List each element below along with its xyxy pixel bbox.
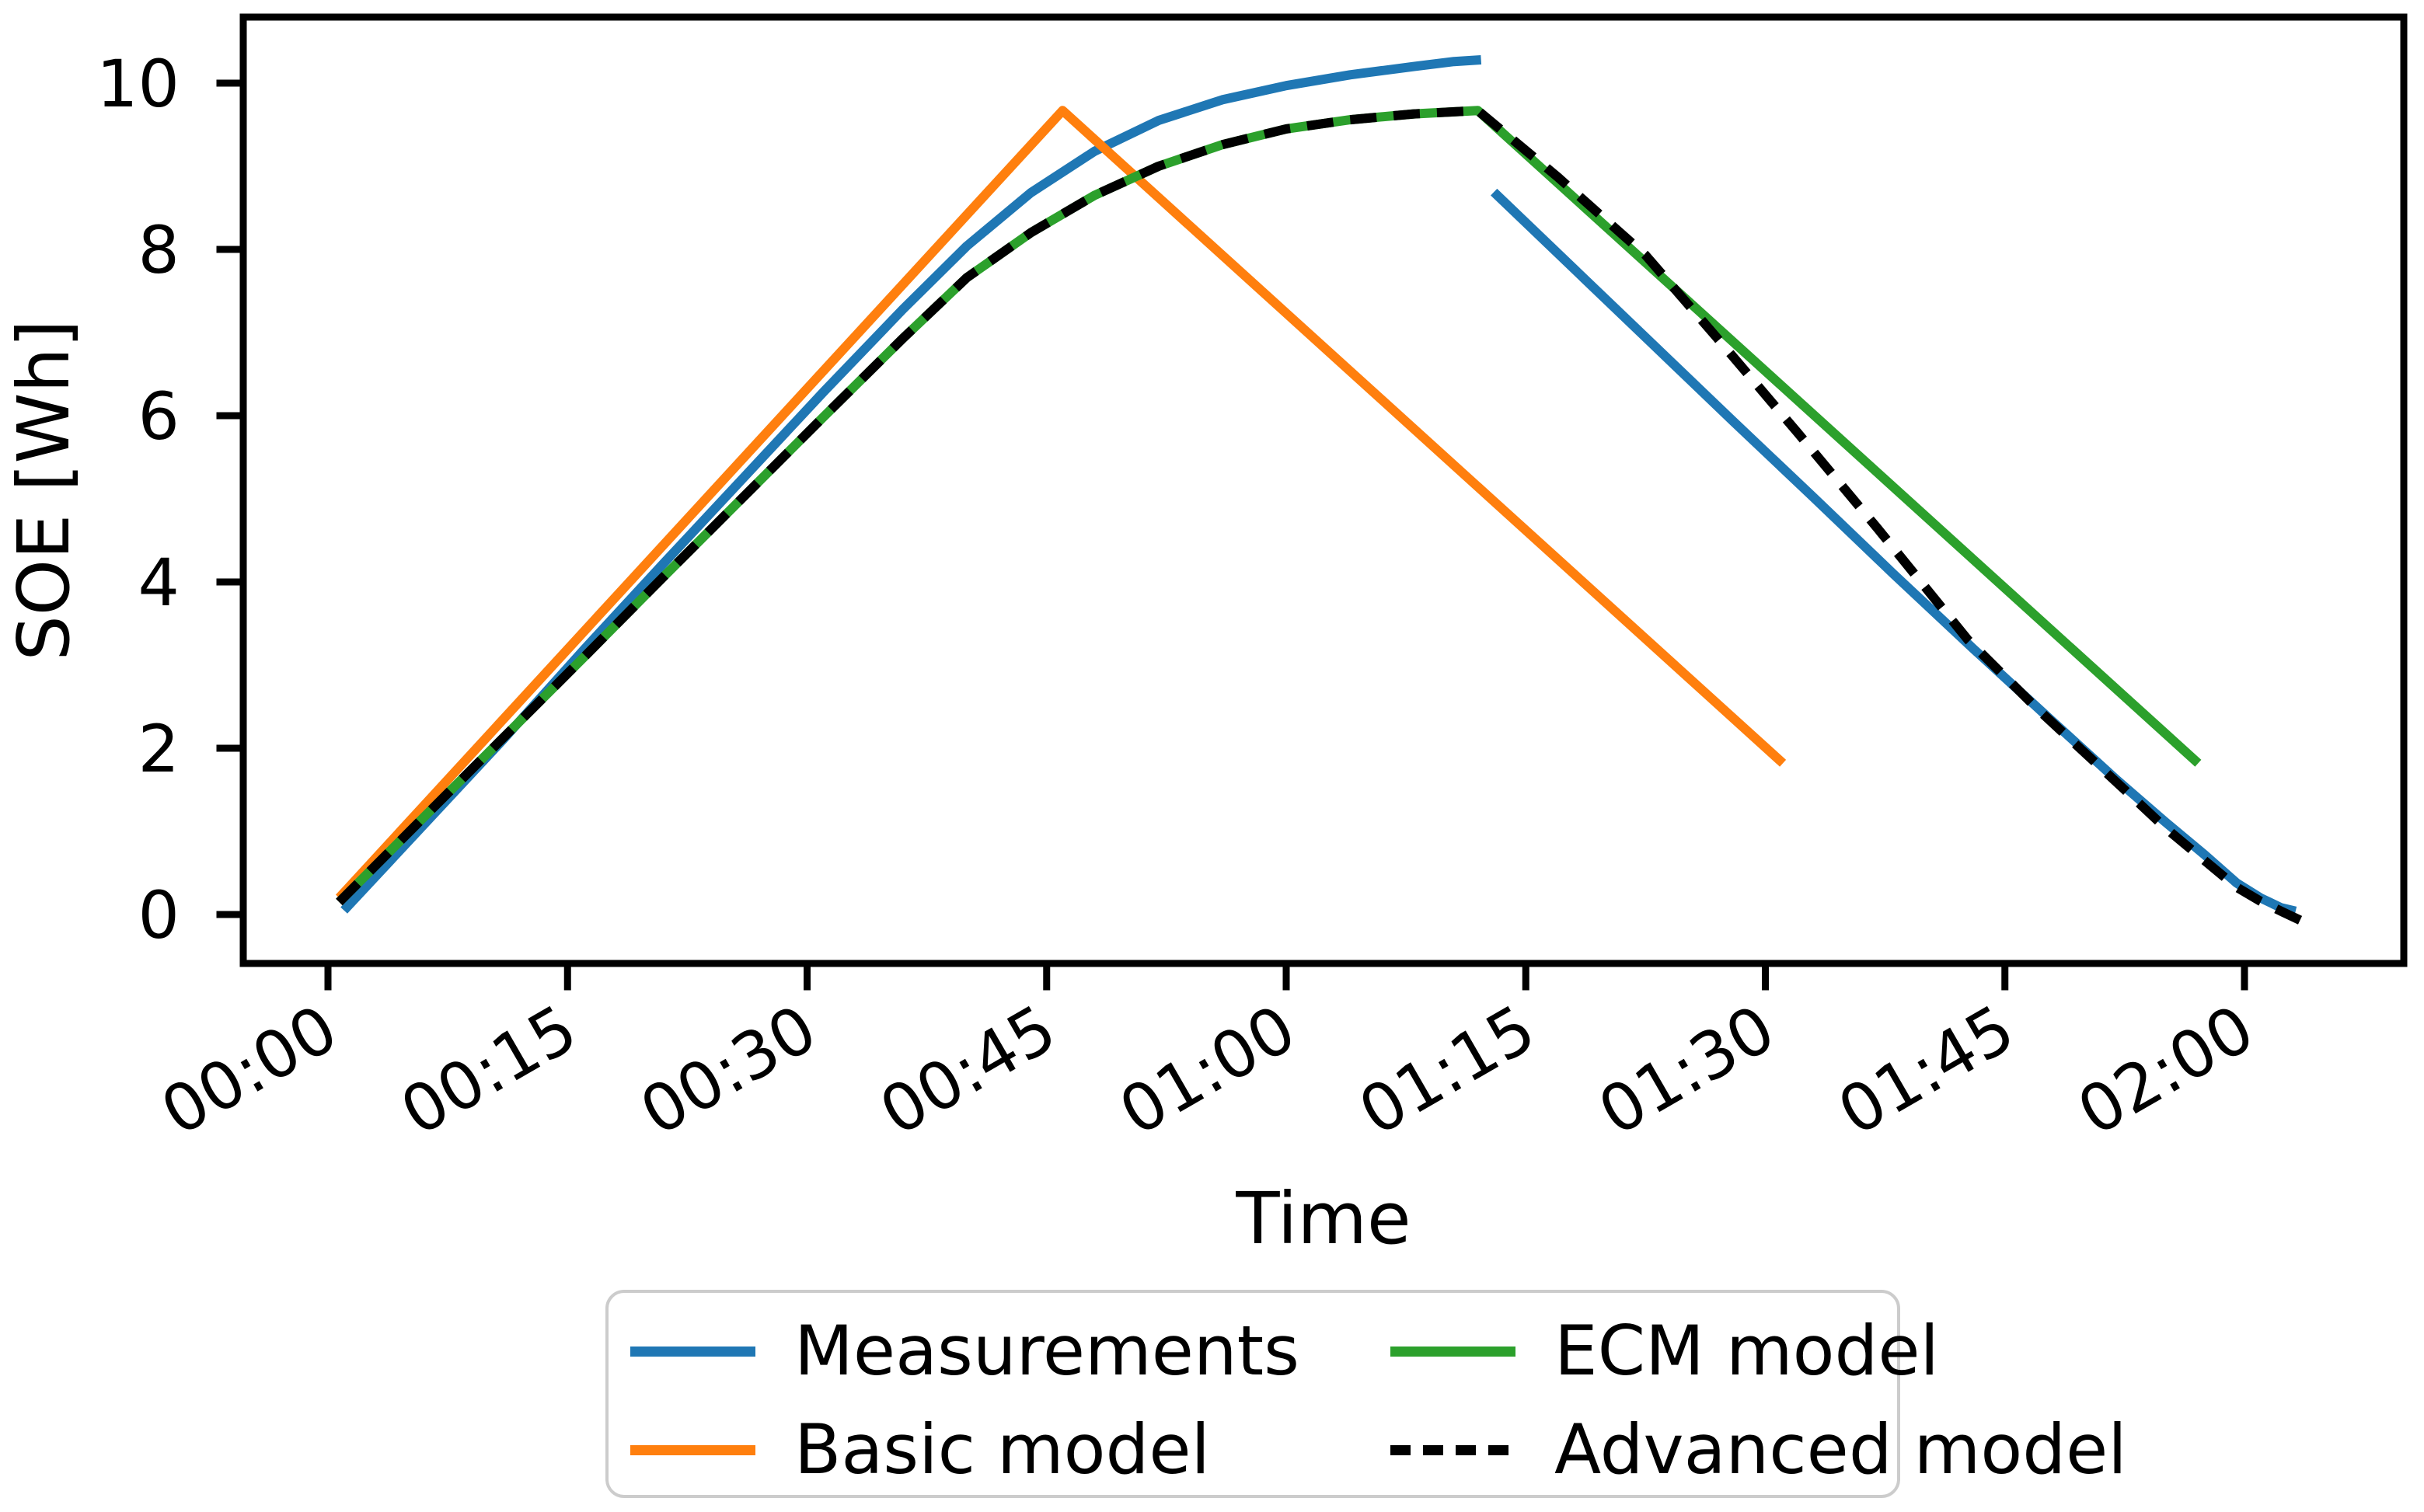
legend-label-basic-model: Basic model xyxy=(794,1409,1210,1489)
y-tick-label: 4 xyxy=(138,545,180,621)
legend: Measurements Basic model ECM model Advan… xyxy=(605,1290,2127,1498)
series-ecm-model-line xyxy=(336,106,2202,906)
legend-label-advanced-model: Advanced model xyxy=(1554,1409,2127,1489)
legend-line-sample-basic-model xyxy=(630,1444,755,1455)
legend-entry-measurements: Measurements xyxy=(630,1316,1299,1386)
legend-line-sample-ecm-model xyxy=(1390,1346,1515,1357)
x-tick-label: 02:00 xyxy=(2065,990,2266,1150)
x-tick-label: 01:30 xyxy=(1586,990,1787,1150)
legend-entry-advanced-model: Advanced model xyxy=(1390,1415,2127,1485)
x-tick-label: 00:15 xyxy=(389,990,590,1150)
x-tick-label: 00:30 xyxy=(628,990,829,1150)
y-tick-label: 0 xyxy=(138,877,180,953)
y-axis-label: SOE [Wh] xyxy=(2,319,85,660)
y-tick-label: 6 xyxy=(138,378,180,455)
legend-line-sample-advanced-model xyxy=(1390,1444,1515,1455)
series-group xyxy=(335,55,2303,925)
series-basic-model-line xyxy=(335,106,1787,901)
y-tick-label: 2 xyxy=(138,711,180,787)
legend-label-ecm-model: ECM model xyxy=(1554,1311,1939,1391)
x-tick-label: 01:15 xyxy=(1347,990,1548,1150)
x-tick-label: 01:45 xyxy=(1826,990,2027,1150)
x-tick-label: 00:45 xyxy=(867,990,1069,1150)
legend-entry-ecm-model: ECM model xyxy=(1390,1316,1939,1386)
plot-spines xyxy=(239,13,2408,967)
series-measurements-line xyxy=(340,55,1482,914)
legend-entry-basic-model: Basic model xyxy=(630,1415,1210,1485)
x-axis-label: Time xyxy=(1235,1177,1411,1260)
y-tick-label: 8 xyxy=(138,212,180,288)
axes-group: 00:00 00:15 00:30 00:45 01:00 01:15 01:30 01:45… xyxy=(96,13,2408,1150)
series-advanced-model-line xyxy=(336,106,2303,925)
legend-line-sample-measurements xyxy=(630,1346,755,1357)
x-tick-label: 01:00 xyxy=(1107,990,1308,1150)
x-tick-label: 00:00 xyxy=(148,990,350,1150)
legend-label-measurements: Measurements xyxy=(794,1311,1299,1391)
series-measurements-line xyxy=(1491,188,2297,916)
y-tick-label: 10 xyxy=(96,46,180,122)
